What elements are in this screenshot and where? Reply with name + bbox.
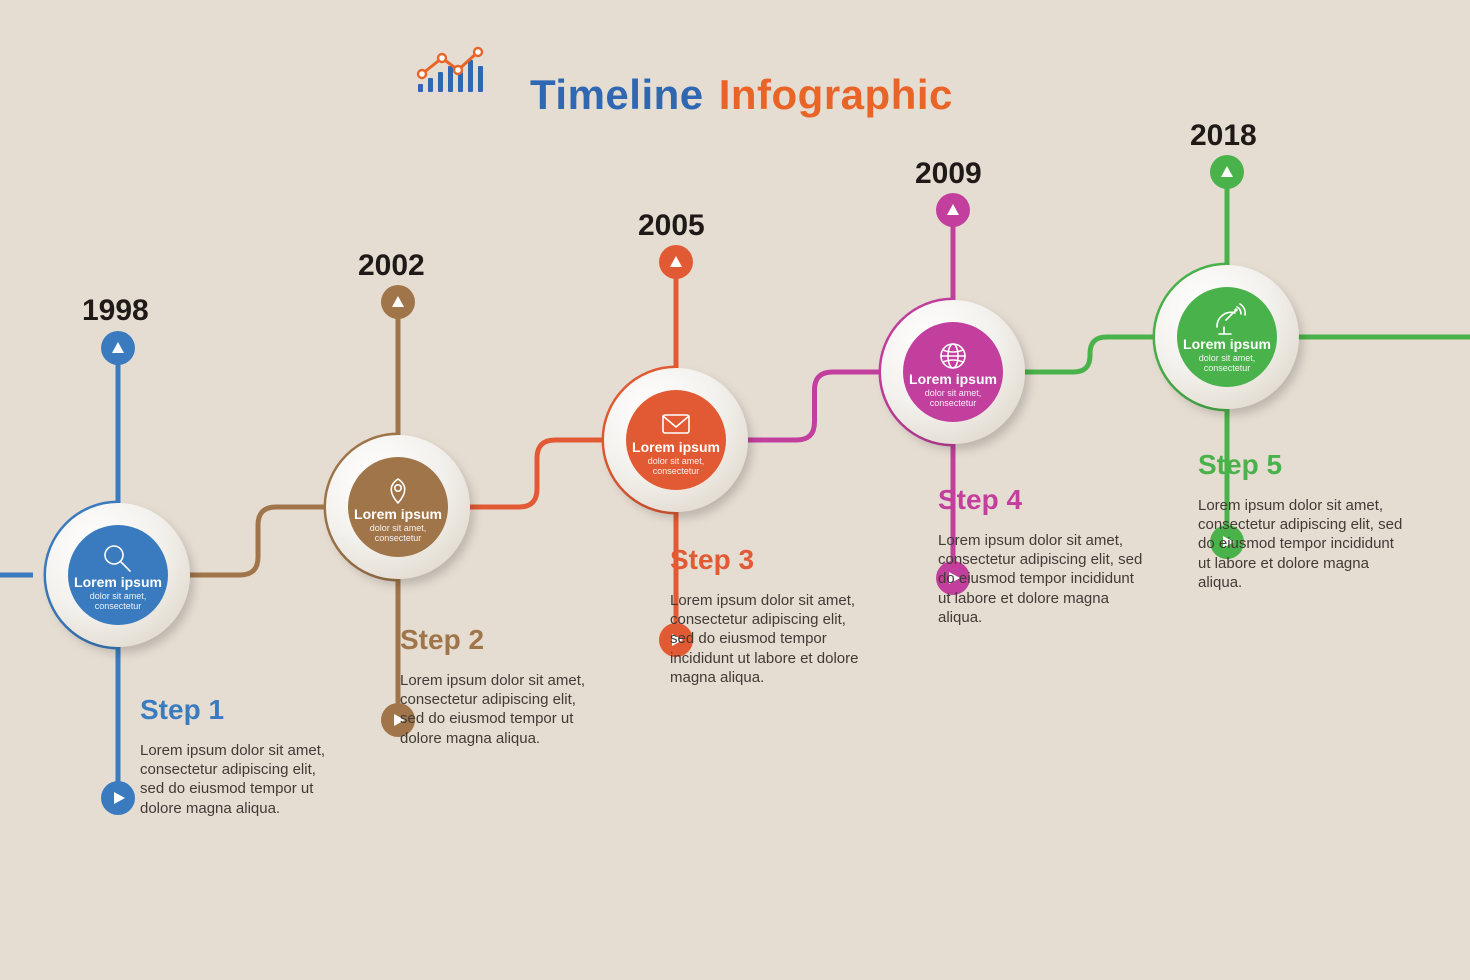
logo-icon [418,48,483,92]
title-word-1: Timeline [530,71,704,119]
connector [738,372,891,440]
node-sub: dolor sit amet, [925,388,982,398]
year-label: 2009 [915,157,982,191]
connector [1015,337,1165,372]
timeline-infographic: Lorem ipsumdolor sit amet,consecteturLor… [0,0,1470,980]
step-title: Step 1 [140,694,224,726]
step-title: Step 4 [938,484,1022,516]
step-body: Lorem ipsum dolor sit amet, consectetur … [670,591,870,687]
node-sub: consectetur [1204,363,1251,373]
node-sub: dolor sit amet, [370,523,427,533]
node-title: Lorem ipsum [1183,336,1271,352]
step-title: Step 2 [400,624,484,656]
connector [180,507,336,575]
step-body: Lorem ipsum dolor sit amet, consectetur … [400,671,600,748]
node-sub: consectetur [930,398,977,408]
node-title: Lorem ipsum [909,371,997,387]
title-word-2: Infographic [719,71,953,119]
step-title: Step 5 [1198,449,1282,481]
node-sub: consectetur [375,533,422,543]
step-body: Lorem ipsum dolor sit amet, consectetur … [1198,496,1408,592]
node-title: Lorem ipsum [74,574,162,590]
node-sub: dolor sit amet, [1199,353,1256,363]
year-label: 2005 [638,209,705,243]
step-body: Lorem ipsum dolor sit amet, consectetur … [140,741,340,818]
year-label: 2002 [358,249,425,283]
node-sub: consectetur [653,466,700,476]
year-label: 2018 [1190,119,1257,153]
node-title: Lorem ipsum [632,439,720,455]
node-title: Lorem ipsum [354,506,442,522]
connector [460,440,614,507]
step-title: Step 3 [670,544,754,576]
step-body: Lorem ipsum dolor sit amet, consectetur … [938,531,1148,627]
year-label: 1998 [82,294,149,328]
node-sub: consectetur [95,601,142,611]
node-sub: dolor sit amet, [90,591,147,601]
node-sub: dolor sit amet, [648,456,705,466]
